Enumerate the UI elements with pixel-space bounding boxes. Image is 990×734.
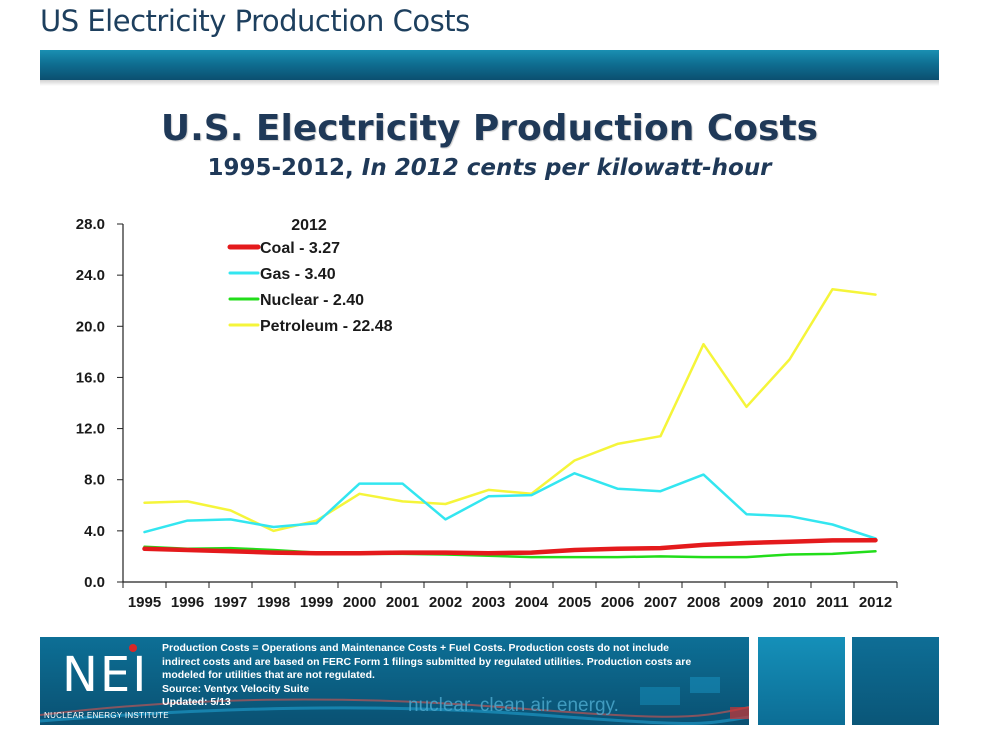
footer-source: Source: Ventyx Velocity Suite xyxy=(162,682,310,695)
header-bar-shadow xyxy=(40,80,939,86)
y-tick-label: 24.0 xyxy=(76,267,105,284)
x-tick-label: 1997 xyxy=(214,594,247,611)
x-tick-label: 2007 xyxy=(644,594,677,611)
y-tick-label: 12.0 xyxy=(76,421,105,438)
footer-panel-dark xyxy=(852,637,939,725)
legend-title: 2012 xyxy=(291,217,327,234)
footer-tagline: nuclear. clean air energy. xyxy=(408,695,619,716)
header-accent-bar xyxy=(40,50,939,80)
x-tick-label: 2009 xyxy=(730,594,763,611)
legend-label: Nuclear - 2.40 xyxy=(260,292,364,309)
footer-note-line: indirect costs and are based on FERC For… xyxy=(162,655,692,668)
footer-wave-decoration xyxy=(40,677,749,725)
y-tick-label: 16.0 xyxy=(76,369,105,386)
chart-subtitle: 1995-2012, In 2012 cents per kilowatt-ho… xyxy=(40,155,939,181)
x-tick-label: 2001 xyxy=(386,594,419,611)
nei-org-name: NUCLEAR ENERGY INSTITUTE xyxy=(44,711,169,720)
chart-subtitle-range: 1995-2012, xyxy=(207,155,354,181)
y-tick-label: 0.0 xyxy=(84,574,105,591)
x-tick-label: 2003 xyxy=(472,594,505,611)
footer-note-line: modeled for utilities that are not regul… xyxy=(162,669,375,681)
x-tick-label: 1998 xyxy=(257,594,290,611)
x-tick-label: 2002 xyxy=(429,594,462,611)
x-tick-label: 2005 xyxy=(558,594,591,611)
y-tick-label: 4.0 xyxy=(84,523,105,540)
series-line xyxy=(143,287,877,533)
legend-label: Gas - 3.40 xyxy=(260,266,336,283)
x-tick-label: 2000 xyxy=(343,594,376,611)
y-tick-label: 28.0 xyxy=(76,216,105,233)
x-tick-label: 1996 xyxy=(171,594,204,611)
x-tick-label: 2012 xyxy=(859,594,892,611)
chart-subtitle-units: In 2012 cents per kilowatt-hour xyxy=(361,155,772,181)
x-tick-label: 2011 xyxy=(816,594,849,611)
footer-note-line: Production Costs = Operations and Mainte… xyxy=(162,642,669,654)
footer-notes: Production Costs = Operations and Mainte… xyxy=(162,642,747,710)
footer-updated: Updated: 5/13 xyxy=(162,696,231,708)
series-line xyxy=(143,472,877,540)
footer-banner: NEI NUCLEAR ENERGY INSTITUTE nuclear. cl… xyxy=(40,637,749,725)
y-tick-label: 20.0 xyxy=(76,318,105,335)
footer-panel-light xyxy=(758,637,845,725)
x-tick-label: 2010 xyxy=(773,594,806,611)
nei-logo: NEI xyxy=(62,647,149,703)
x-tick-label: 2004 xyxy=(515,594,549,611)
legend-label: Coal - 3.27 xyxy=(260,240,340,257)
x-tick-label: 1999 xyxy=(300,594,333,611)
legend-label: Petroleum - 22.48 xyxy=(260,318,393,335)
x-tick-label: 2006 xyxy=(601,594,634,611)
series-line xyxy=(143,545,877,559)
series-line xyxy=(142,537,878,556)
page-header-title: US Electricity Production Costs xyxy=(40,4,470,38)
chart-title: U.S. Electricity Production Costs xyxy=(160,108,819,149)
y-tick-label: 8.0 xyxy=(84,472,105,489)
x-tick-label: 1995 xyxy=(128,594,161,611)
nei-logo-dot xyxy=(129,644,137,652)
x-tick-label: 2008 xyxy=(687,594,720,611)
